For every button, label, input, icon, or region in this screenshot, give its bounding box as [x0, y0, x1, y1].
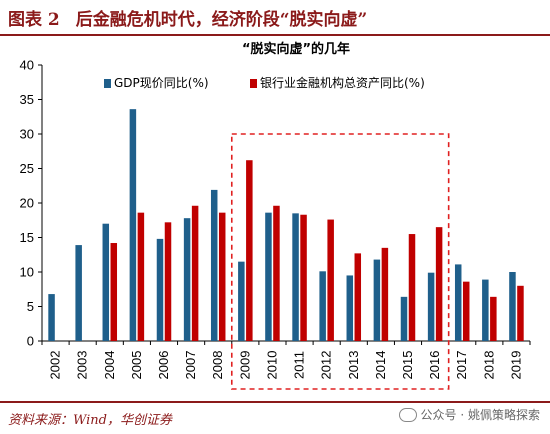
y-tick-label: 35: [20, 92, 34, 107]
x-tick-label: 2014: [373, 351, 388, 380]
chart-title: “脱实向虚”的几年: [242, 41, 350, 57]
legend-label: GDP现价同比(%): [114, 76, 209, 90]
bar-chart: “脱实向虚”的几年 0 5 10 15 20 25 30 35 40 2002 2003 2004 200…: [20, 41, 531, 390]
source-note: 资料来源：Wind，华创证券: [8, 413, 172, 428]
bar-gdp: [400, 296, 408, 341]
bar-gdp: [129, 109, 137, 341]
bar-gdp: [265, 212, 272, 341]
bar-bank-assets: [246, 160, 253, 341]
x-tick-label: 2010: [264, 351, 279, 380]
bar-bank-assets: [273, 205, 280, 341]
y-tick-label: 30: [20, 127, 34, 142]
y-tick-label: 5: [27, 299, 34, 314]
bar-gdp: [75, 245, 82, 341]
x-tick-label: 2018: [481, 351, 496, 380]
bar-gdp: [427, 272, 435, 341]
y-tick-label: 0: [27, 334, 34, 349]
bar-gdp: [183, 218, 191, 341]
watermark-text: 公众号 · 姚佩策略探索: [420, 408, 540, 422]
bar-bank-assets: [300, 214, 307, 341]
bar-bank-assets: [218, 212, 226, 341]
y-tick-label: 20: [20, 196, 34, 211]
legend-swatch: [104, 79, 111, 88]
bar-gdp: [102, 223, 110, 341]
figure-label: 图表 2: [8, 9, 60, 30]
figure-header: 图表 2 后金融危机时代，经济阶段“脱实向虚”: [0, 0, 550, 34]
footer-rule: [0, 401, 550, 403]
bar-gdp: [292, 213, 299, 341]
y-tick-label: 15: [20, 230, 34, 245]
bar-gdp: [48, 294, 55, 341]
x-tick-label: 2007: [183, 351, 198, 380]
y-tick-label: 10: [20, 265, 34, 280]
watermark: 公众号 · 姚佩策略探索: [398, 406, 540, 423]
y-tick-label: 25: [20, 161, 34, 176]
bar-gdp: [210, 189, 218, 341]
x-tick-label: 2006: [156, 351, 171, 380]
bar-gdp: [238, 261, 245, 341]
highlight-box: [230, 133, 450, 390]
legend-label: 银行业金融机构总资产同比(%): [260, 75, 425, 90]
x-tick-label: 2013: [346, 351, 361, 380]
header-rule: [0, 34, 550, 36]
bar-gdp: [156, 238, 164, 341]
bar-bank-assets: [164, 222, 172, 341]
bar-gdp: [509, 272, 516, 341]
bar-bank-assets: [354, 253, 362, 341]
bar-bank-assets: [462, 281, 470, 341]
bar-gdp: [346, 275, 354, 341]
bar-bank-assets: [381, 247, 389, 341]
bar-bank-assets: [517, 285, 524, 341]
bar-gdp: [373, 259, 381, 341]
x-tick-label: 2019: [508, 351, 523, 380]
bar-bank-assets: [408, 234, 416, 341]
x-tick-label: 2015: [400, 351, 415, 380]
wechat-icon: [398, 407, 417, 422]
figure-title: 后金融危机时代，经济阶段“脱实向虚”: [75, 9, 368, 30]
x-tick-label: 2009: [237, 351, 252, 380]
x-tick-label: 2011: [292, 351, 307, 379]
bar-bank-assets: [490, 296, 497, 341]
x-tick-label: 2002: [48, 351, 63, 380]
x-tick-label: 2005: [129, 351, 144, 380]
bar-bank-assets: [191, 205, 199, 341]
bar-gdp: [482, 279, 489, 341]
x-tick-label: 2017: [454, 351, 469, 380]
bar-gdp: [319, 271, 326, 341]
x-tick-label: 2004: [102, 351, 117, 380]
x-tick-label: 2008: [210, 351, 225, 380]
bar-bank-assets: [435, 227, 443, 341]
x-tick-label: 2003: [75, 351, 90, 380]
y-tick-label: 40: [20, 58, 34, 73]
bar-gdp: [454, 264, 462, 341]
legend-swatch: [250, 79, 257, 88]
bar-bank-assets: [137, 212, 145, 341]
x-tick-label: 2012: [319, 351, 334, 380]
bar-bank-assets: [327, 219, 334, 341]
x-tick-label: 2016: [427, 351, 442, 380]
bar-bank-assets: [110, 243, 118, 341]
